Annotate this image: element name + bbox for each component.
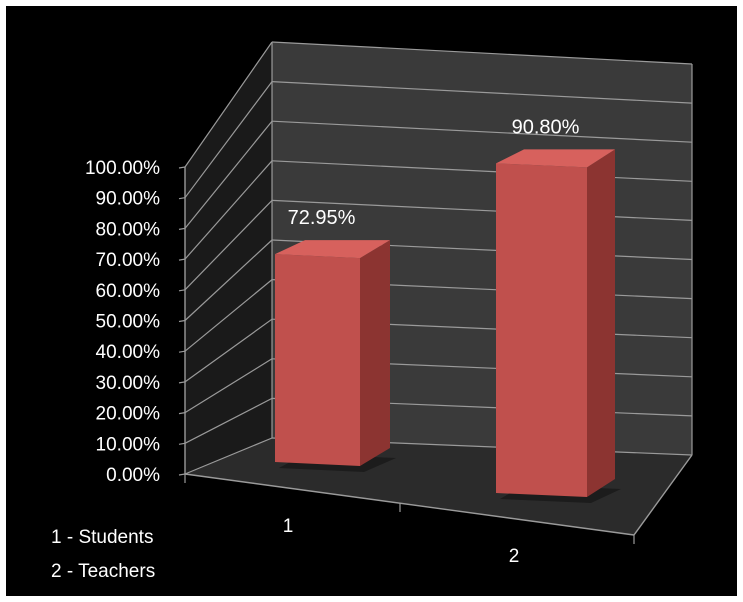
y-tick-mark: [178, 350, 186, 353]
floor-right-edge: [633, 454, 693, 536]
y-tick-label: 80.00%: [96, 219, 161, 240]
y-tick-mark: [178, 289, 186, 292]
x-tick-label: 1: [283, 516, 294, 537]
y-tick-label: 70.00%: [96, 250, 161, 271]
y-tick-label: 100.00%: [85, 158, 160, 179]
y-tick-mark: [178, 473, 186, 476]
gridline: [184, 199, 693, 291]
y-tick-label: 0.00%: [106, 465, 160, 486]
x-axis-line: [184, 473, 635, 536]
category-note-2: 2 - Teachers: [51, 561, 155, 582]
y-tick-mark: [178, 258, 186, 261]
bars: [275, 149, 621, 503]
y-tick-mark: [178, 166, 186, 169]
bar-top: [496, 149, 615, 168]
y-tick-mark: [178, 197, 186, 200]
y-axis-tick-labels: 0.00% 10.00% 20.00% 30.00% 40.00% 50.00% 60.00…: [85, 158, 160, 486]
y-tick-mark: [178, 227, 186, 230]
x-axis-tick-labels: 12: [283, 516, 520, 567]
y-tick-mark: [178, 319, 186, 323]
data-label: 72.95%: [288, 207, 356, 229]
y-tick-label: 60.00%: [96, 281, 161, 302]
bar-front: [496, 163, 587, 497]
bar: [275, 240, 396, 472]
y-tick-mark: [178, 412, 186, 415]
gridline: [184, 120, 693, 229]
bar-top: [275, 240, 390, 259]
bar-front: [275, 254, 360, 466]
y-tick-label: 90.00%: [96, 189, 161, 210]
gridline: [184, 160, 693, 260]
gridline: [184, 81, 693, 199]
gridline: [184, 41, 693, 168]
bar-side: [360, 240, 390, 466]
data-label: 90.80%: [512, 116, 580, 138]
axes: [184, 42, 693, 544]
bar-side: [587, 149, 615, 497]
y-tick-label: 40.00%: [96, 342, 161, 363]
y-tick-label: 20.00%: [96, 404, 161, 425]
category-note-1: 1 - Students: [51, 527, 153, 548]
y-tick-label: 30.00%: [96, 373, 161, 394]
y-tick-label: 50.00%: [96, 312, 161, 333]
gridlines: [178, 41, 693, 476]
y-tick-mark: [178, 442, 186, 445]
y-tick-mark: [178, 381, 186, 384]
x-tick-label: 2: [509, 546, 520, 567]
bar: [496, 149, 621, 503]
y-tick-label: 10.00%: [96, 434, 161, 455]
data-labels: 72.95% 90.80%: [288, 116, 580, 229]
